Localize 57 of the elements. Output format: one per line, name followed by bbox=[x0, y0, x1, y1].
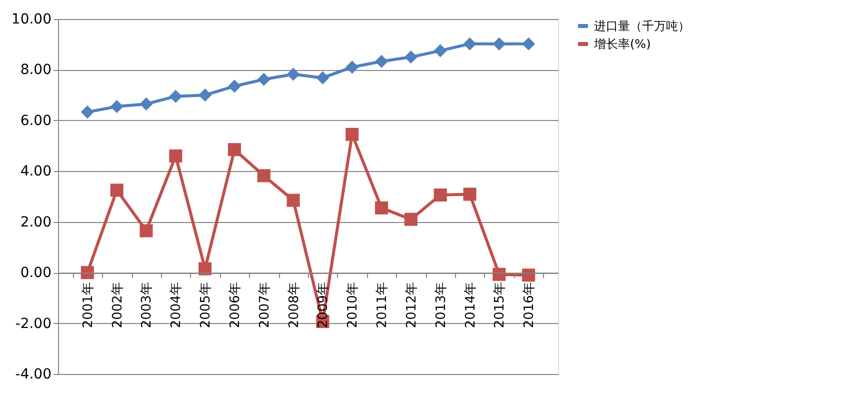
point bbox=[140, 224, 153, 238]
point bbox=[286, 194, 300, 207]
point bbox=[80, 266, 94, 280]
point bbox=[463, 188, 476, 201]
point bbox=[198, 262, 212, 276]
x-tick-label: 2001年 bbox=[80, 282, 96, 328]
point bbox=[492, 37, 506, 50]
point bbox=[375, 201, 388, 214]
y-tick-label: 2.00 bbox=[20, 214, 52, 230]
x-tick-label: 2011年 bbox=[375, 282, 390, 328]
point bbox=[522, 37, 536, 50]
legend-label: 增长率(%) bbox=[593, 37, 651, 51]
point bbox=[140, 97, 153, 110]
point bbox=[434, 188, 447, 202]
y-tick-label: -2.00 bbox=[15, 316, 52, 332]
x-tick-label: 2013年 bbox=[434, 282, 449, 328]
point bbox=[316, 71, 330, 84]
x-tick-label: 2005年 bbox=[198, 282, 214, 328]
point bbox=[228, 143, 241, 156]
x-tick-label: 2004年 bbox=[169, 282, 184, 328]
x-tick-label: 2012年 bbox=[404, 282, 420, 328]
point bbox=[463, 37, 476, 50]
legend-label: 进口量（千万吨） bbox=[594, 19, 690, 33]
x-tick-label: 2002年 bbox=[110, 282, 126, 328]
x-tick-label: 2008年 bbox=[286, 282, 302, 328]
x-tick-label: 2003年 bbox=[140, 282, 155, 328]
point bbox=[257, 72, 270, 86]
y-tick-label: 0.00 bbox=[20, 265, 52, 282]
point bbox=[169, 90, 182, 103]
point bbox=[257, 169, 270, 182]
point bbox=[228, 80, 241, 93]
point bbox=[522, 268, 536, 282]
point bbox=[375, 54, 388, 68]
point bbox=[198, 88, 212, 102]
point bbox=[492, 268, 506, 281]
y-tick-label: 10.00 bbox=[11, 12, 52, 28]
point bbox=[286, 68, 300, 81]
y-tick-label: -4.00 bbox=[15, 366, 52, 382]
point bbox=[110, 184, 124, 197]
y-tick-label: 4.00 bbox=[20, 164, 52, 180]
x-tick-label: 2007年 bbox=[257, 282, 272, 328]
point bbox=[346, 60, 359, 74]
point bbox=[404, 212, 418, 226]
point bbox=[346, 128, 359, 141]
x-tick-label: 2016年 bbox=[522, 282, 538, 328]
point bbox=[110, 100, 124, 113]
x-tick-label: 2015年 bbox=[492, 282, 508, 328]
point bbox=[404, 50, 418, 64]
point bbox=[169, 149, 182, 162]
point bbox=[80, 106, 94, 119]
x-tick-label: 2010年 bbox=[346, 282, 361, 328]
x-tick-label: 2014年 bbox=[463, 282, 478, 328]
y-tick-label: 6.00 bbox=[20, 112, 52, 129]
y-tick-label: 8.00 bbox=[20, 62, 52, 78]
x-tick-label: 2009年 bbox=[316, 282, 332, 328]
point bbox=[434, 44, 447, 58]
x-tick-label: 2006年 bbox=[228, 282, 243, 328]
